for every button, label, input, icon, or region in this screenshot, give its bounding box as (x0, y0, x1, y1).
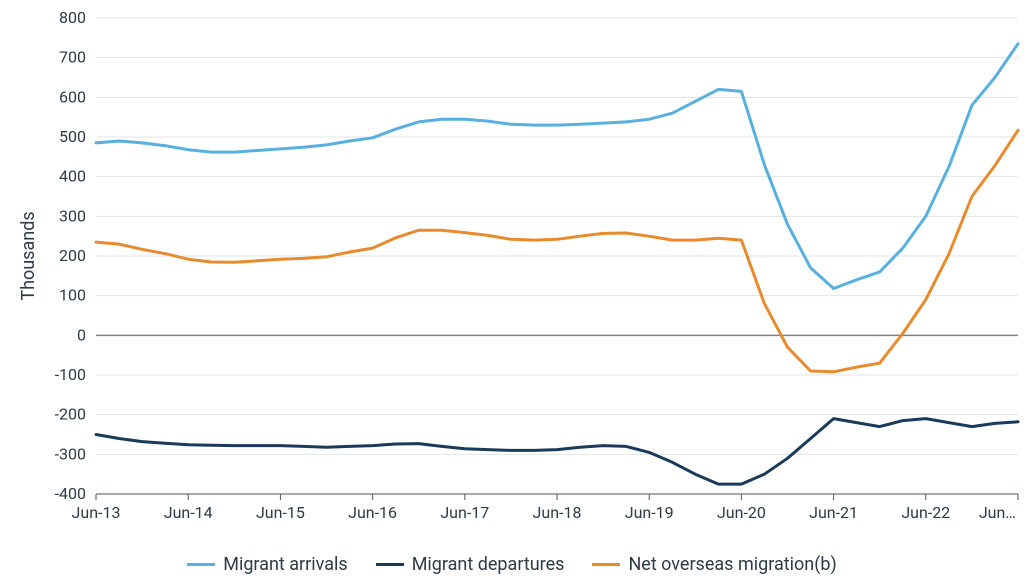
x-tick-label: Jun-21 (809, 503, 858, 522)
y-tick-label: -100 (55, 365, 86, 384)
legend-label: Net overseas migration(b) (628, 554, 836, 575)
y-tick-label: -200 (55, 405, 86, 424)
y-tick-label: 100 (59, 286, 86, 305)
legend-item: Net overseas migration(b) (592, 554, 836, 575)
y-tick-label: -400 (55, 484, 86, 503)
legend-swatch (592, 563, 620, 566)
x-tick-label: Jun-17 (440, 503, 489, 522)
legend-label: Migrant departures (412, 554, 565, 575)
x-tick-label: Jun-20 (717, 503, 766, 522)
y-tick-label: 800 (59, 8, 86, 27)
y-tick-label: 700 (59, 48, 86, 67)
y-tick-label: 200 (59, 246, 86, 265)
x-tick-label: Jun-15 (256, 503, 305, 522)
x-tick-label: Jun-13 (72, 503, 121, 522)
legend-swatch (376, 563, 404, 566)
y-tick-label: 300 (59, 206, 86, 225)
legend-item: Migrant arrivals (187, 554, 347, 575)
legend-item: Migrant departures (376, 554, 565, 575)
y-tick-label: 400 (59, 167, 86, 186)
chart-svg: -400 -300 -200 -100 0 100 200 300 400 500 600 700 80… (0, 0, 1024, 587)
chart-legend: Migrant arrivals Migrant departures Net ov… (0, 541, 1024, 587)
y-tick-label: 500 (59, 127, 86, 146)
x-tick-label: Jun-22 (901, 503, 950, 522)
x-tick-label-last: Jun… (979, 503, 1016, 522)
y-tick-label: -300 (55, 444, 86, 463)
y-tick-label: 600 (59, 87, 86, 106)
series-line (96, 44, 1018, 289)
x-tick-label: Jun-16 (348, 503, 397, 522)
y-axis-label: Thousands (18, 211, 39, 300)
x-tick-label: Jun-19 (625, 503, 674, 522)
y-tick-label: 0 (77, 325, 86, 344)
series-line (96, 419, 1018, 485)
legend-label: Migrant arrivals (223, 554, 347, 575)
legend-swatch (187, 563, 215, 566)
migration-line-chart: -400 -300 -200 -100 0 100 200 300 400 500 600 700 80… (0, 0, 1024, 587)
x-tick-label: Jun-14 (164, 503, 213, 522)
x-tick-label: Jun-18 (533, 503, 582, 522)
